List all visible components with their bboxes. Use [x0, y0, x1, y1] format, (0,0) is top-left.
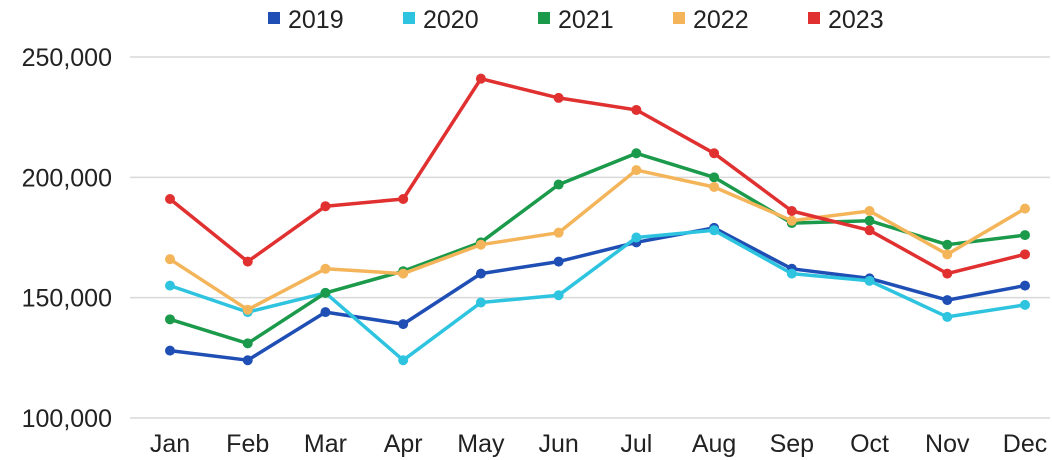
data-point	[553, 179, 564, 190]
data-point	[1020, 230, 1030, 241]
x-axis-ticks: Jan Feb Mar Apr May Jun Jul Aug Sep Oct Nov Dec	[150, 430, 1047, 458]
legend-label: 2022	[693, 6, 749, 34]
y-axis-ticks: 100,000 150,000 200,000 250,000	[22, 44, 112, 433]
data-point	[709, 181, 720, 192]
gridlines	[130, 56, 1050, 419]
x-tick-label: May	[457, 430, 505, 458]
data-point	[242, 355, 253, 366]
y-tick-label: 200,000	[22, 164, 112, 192]
data-point	[786, 206, 797, 217]
data-point	[398, 268, 409, 279]
series-line	[168, 76, 1027, 276]
y-tick-label: 150,000	[22, 285, 112, 313]
x-tick-label: Feb	[226, 430, 269, 458]
data-point	[864, 225, 875, 236]
legend-swatch	[808, 12, 820, 24]
data-point	[1020, 280, 1030, 291]
data-point	[631, 165, 642, 176]
data-point	[165, 280, 175, 291]
legend-item-2022: 2022	[673, 6, 749, 34]
data-point	[631, 232, 642, 243]
x-tick-label: Sep	[770, 430, 814, 458]
x-tick-label: Jun	[538, 430, 578, 458]
legend-label: 2021	[558, 6, 614, 34]
data-point	[864, 275, 875, 286]
data-point	[942, 268, 953, 279]
data-point	[553, 227, 564, 238]
legend-item-2021: 2021	[538, 6, 614, 34]
x-tick-label: Mar	[304, 430, 347, 458]
data-point	[475, 268, 486, 279]
data-point	[242, 304, 253, 315]
y-tick-label: 250,000	[22, 44, 112, 72]
data-point	[942, 295, 953, 306]
x-tick-label: Jul	[620, 430, 652, 458]
legend-swatch	[538, 12, 550, 24]
x-tick-label: Jan	[150, 430, 190, 458]
series-2022	[165, 165, 1030, 315]
data-point	[553, 256, 564, 267]
data-point	[942, 239, 953, 250]
data-point	[709, 148, 720, 159]
series-2023	[165, 73, 1030, 279]
data-point	[864, 215, 875, 226]
data-point	[165, 193, 175, 204]
data-point	[398, 355, 409, 366]
data-point	[553, 92, 564, 103]
x-tick-label: Apr	[384, 430, 423, 458]
data-point	[1020, 249, 1030, 260]
data-point	[475, 239, 486, 250]
series-line	[168, 151, 1027, 346]
data-point	[786, 268, 797, 279]
series-line	[168, 226, 1027, 362]
legend-label: 2023	[828, 6, 884, 34]
data-point	[320, 201, 331, 212]
data-point	[631, 148, 642, 159]
data-point	[1020, 299, 1030, 310]
data-point	[320, 307, 331, 318]
data-point	[631, 104, 642, 115]
data-point	[709, 225, 720, 236]
legend-swatch	[268, 12, 280, 24]
data-point	[553, 290, 564, 301]
legend-label: 2019	[288, 6, 344, 34]
data-point	[1020, 203, 1030, 214]
data-point	[786, 215, 797, 226]
x-tick-label: Dec	[1003, 430, 1047, 458]
series-lines	[165, 73, 1030, 366]
legend-item-2019: 2019	[268, 6, 344, 34]
data-point	[475, 297, 486, 308]
series-2019	[165, 222, 1030, 366]
data-point	[242, 338, 253, 349]
data-point	[942, 249, 953, 260]
data-point	[398, 319, 409, 330]
data-point	[709, 172, 720, 183]
data-point	[165, 314, 175, 325]
x-tick-label: Oct	[850, 430, 889, 458]
series-line	[168, 168, 1027, 312]
legend-swatch	[673, 12, 685, 24]
data-point	[320, 287, 331, 298]
legend-item-2023: 2023	[808, 6, 884, 34]
data-point	[398, 193, 409, 204]
legend-item-2020: 2020	[403, 6, 479, 34]
legend: 2019 2020 2021 2022 2023	[268, 6, 884, 34]
y-tick-label: 100,000	[22, 405, 112, 433]
legend-swatch	[403, 12, 415, 24]
data-point	[165, 345, 175, 356]
data-point	[165, 254, 175, 265]
data-point	[475, 73, 486, 84]
x-tick-label: Aug	[692, 430, 736, 458]
legend-label: 2020	[423, 6, 479, 34]
series-line	[168, 228, 1027, 362]
data-point	[942, 311, 953, 322]
data-point	[242, 256, 253, 267]
data-point	[320, 263, 331, 274]
x-tick-label: Nov	[925, 430, 970, 458]
data-point	[864, 206, 875, 217]
